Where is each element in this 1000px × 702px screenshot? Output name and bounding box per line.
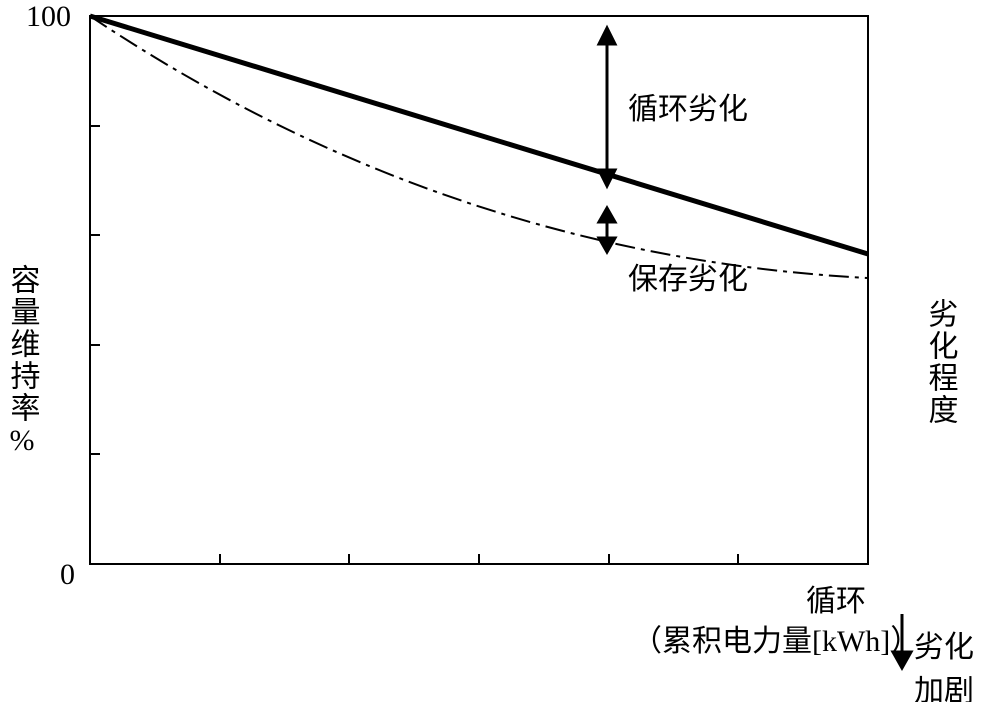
deterioration-arrow-label: 劣化加剧 bbox=[914, 622, 1000, 702]
x-axis-label-primary: 循环 bbox=[806, 576, 866, 620]
x-axis-label-secondary: （累积电力量[kWh]） bbox=[632, 616, 920, 660]
right-axis-label: 劣化程度 bbox=[924, 298, 956, 426]
storage-label: 保存劣化 bbox=[628, 254, 748, 298]
left-axis-label-text: 容量维持率% bbox=[6, 264, 39, 459]
plot-border bbox=[90, 16, 868, 564]
cycle-label: 循环劣化 bbox=[628, 84, 748, 128]
y-tick-label-top: 100 bbox=[26, 0, 71, 34]
y-tick-label-bottom: 0 bbox=[60, 558, 75, 592]
chart-stage: 100 0 容量维持率% 劣化程度 循环 （累积电力量[kWh]） 循环劣化 保… bbox=[0, 0, 1000, 702]
left-axis-label: 容量维持率% bbox=[6, 264, 38, 459]
